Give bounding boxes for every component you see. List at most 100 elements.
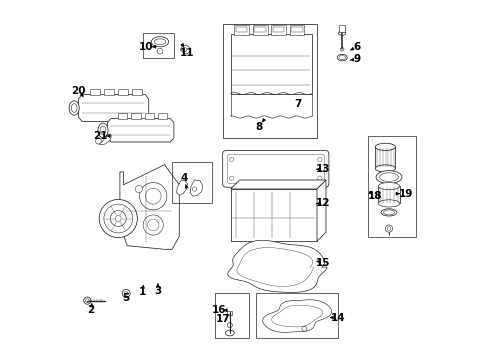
Bar xyxy=(254,27,266,32)
Bar xyxy=(339,25,345,32)
Ellipse shape xyxy=(100,126,106,135)
Polygon shape xyxy=(317,180,326,241)
Ellipse shape xyxy=(384,210,394,215)
Circle shape xyxy=(124,292,128,295)
Polygon shape xyxy=(120,165,179,249)
Circle shape xyxy=(122,289,130,297)
Circle shape xyxy=(116,216,121,221)
Text: 15: 15 xyxy=(316,258,331,268)
Circle shape xyxy=(145,188,161,204)
Text: 16: 16 xyxy=(212,305,226,315)
Ellipse shape xyxy=(381,209,397,216)
Ellipse shape xyxy=(378,200,400,207)
Text: 17: 17 xyxy=(216,314,231,324)
Circle shape xyxy=(147,219,159,231)
Polygon shape xyxy=(231,180,326,189)
Bar xyxy=(256,293,338,338)
Ellipse shape xyxy=(339,55,345,60)
Circle shape xyxy=(318,176,322,180)
Circle shape xyxy=(302,326,307,331)
Bar xyxy=(118,89,127,95)
Text: 4: 4 xyxy=(180,173,188,183)
Circle shape xyxy=(104,204,133,233)
Bar xyxy=(272,27,284,32)
Bar xyxy=(378,186,400,203)
Ellipse shape xyxy=(69,101,79,115)
Text: 9: 9 xyxy=(353,54,360,64)
Ellipse shape xyxy=(72,104,77,112)
Bar xyxy=(234,25,249,35)
Text: 14: 14 xyxy=(331,312,345,323)
Text: 21: 21 xyxy=(93,131,107,141)
Circle shape xyxy=(140,183,167,210)
Circle shape xyxy=(229,314,231,316)
Circle shape xyxy=(99,199,137,238)
Bar xyxy=(375,147,395,168)
Bar xyxy=(216,293,248,338)
Ellipse shape xyxy=(375,143,395,150)
Text: 8: 8 xyxy=(256,122,263,132)
Circle shape xyxy=(229,157,234,162)
Circle shape xyxy=(193,187,197,191)
Text: 3: 3 xyxy=(154,285,162,296)
Circle shape xyxy=(96,138,101,144)
Circle shape xyxy=(227,323,232,328)
Bar xyxy=(118,113,127,120)
Ellipse shape xyxy=(339,31,346,35)
Polygon shape xyxy=(107,119,174,142)
Circle shape xyxy=(135,185,143,193)
Polygon shape xyxy=(78,94,148,122)
Circle shape xyxy=(318,157,322,162)
Polygon shape xyxy=(176,180,187,195)
Circle shape xyxy=(387,227,391,230)
Text: 20: 20 xyxy=(72,86,86,96)
Ellipse shape xyxy=(98,123,108,138)
Bar xyxy=(253,25,268,35)
Bar xyxy=(172,162,212,203)
Circle shape xyxy=(143,215,163,235)
Text: 10: 10 xyxy=(139,42,153,52)
Text: 19: 19 xyxy=(399,189,414,199)
Circle shape xyxy=(84,297,91,304)
Text: 13: 13 xyxy=(316,164,331,174)
FancyBboxPatch shape xyxy=(222,150,329,187)
Bar xyxy=(145,113,154,120)
Bar xyxy=(144,33,174,58)
Circle shape xyxy=(157,48,163,54)
Ellipse shape xyxy=(225,330,234,336)
Polygon shape xyxy=(263,300,332,332)
Bar xyxy=(104,89,114,95)
Polygon shape xyxy=(228,240,327,292)
Text: 11: 11 xyxy=(179,48,194,58)
Bar xyxy=(131,113,141,120)
Bar xyxy=(231,34,312,94)
Polygon shape xyxy=(190,180,202,196)
Bar xyxy=(231,189,317,241)
Circle shape xyxy=(386,225,392,232)
Bar xyxy=(291,27,303,32)
Bar xyxy=(227,311,232,315)
Bar xyxy=(132,89,142,95)
Bar xyxy=(271,25,286,35)
Text: 5: 5 xyxy=(122,293,130,303)
Circle shape xyxy=(229,176,234,180)
Polygon shape xyxy=(180,45,190,53)
Ellipse shape xyxy=(375,165,395,172)
Bar xyxy=(223,24,317,138)
Polygon shape xyxy=(99,134,111,145)
Circle shape xyxy=(110,211,126,226)
Text: 12: 12 xyxy=(316,198,331,208)
Bar xyxy=(290,25,304,35)
Ellipse shape xyxy=(380,173,398,181)
Bar xyxy=(236,27,247,32)
Text: 18: 18 xyxy=(368,191,383,201)
Bar xyxy=(158,113,167,120)
Ellipse shape xyxy=(151,37,169,47)
Ellipse shape xyxy=(376,171,402,184)
Text: 2: 2 xyxy=(87,305,95,315)
Ellipse shape xyxy=(378,183,400,190)
Text: 6: 6 xyxy=(353,42,360,52)
Circle shape xyxy=(341,48,344,51)
Text: 1: 1 xyxy=(139,287,146,297)
Ellipse shape xyxy=(154,39,166,45)
